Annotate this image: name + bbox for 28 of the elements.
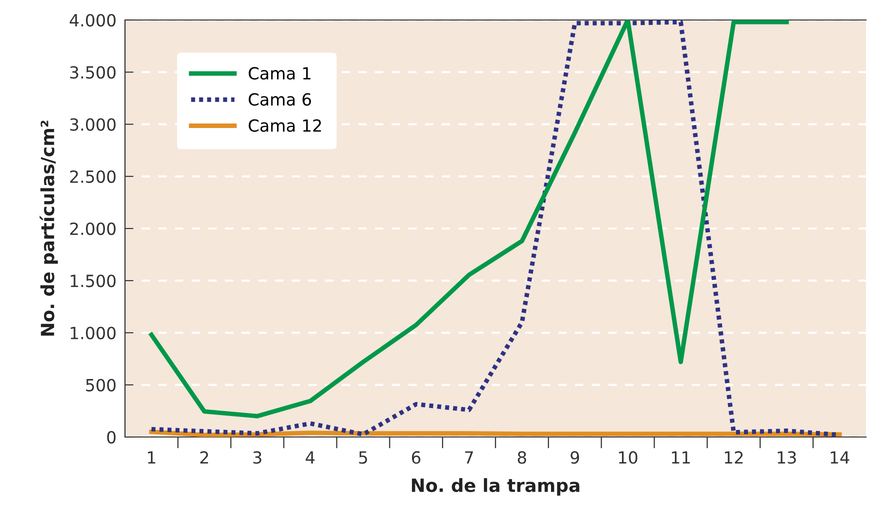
x-axis-title: No. de la trampa: [412, 478, 580, 496]
legend-label: Cama 1: [248, 66, 310, 80]
legend-label: Cama 6: [248, 93, 311, 106]
x-tick-label: 5: [359, 451, 368, 464]
y-tick-label: 1.000: [70, 326, 116, 340]
y-tick-label: 0: [107, 430, 116, 444]
x-tick-label: 4: [306, 451, 315, 464]
y-tick-label: 1.500: [70, 274, 116, 288]
y-tick-label: 3.000: [70, 118, 116, 131]
x-tick-label: 9: [570, 451, 580, 464]
x-tick-label: 6: [412, 451, 420, 464]
y-tick-label: 4.000: [70, 14, 116, 27]
y-tick-label: 2.000: [70, 222, 116, 236]
x-tick-label: 3: [253, 451, 262, 464]
legend-label: Cama 12: [248, 119, 321, 132]
y-tick-label: 500: [86, 378, 116, 392]
y-tick-label: 3.500: [70, 66, 116, 79]
x-tick-label: 11: [672, 451, 690, 464]
y-axis-title: No. de partículas/cm²: [40, 120, 58, 336]
y-tick-label: 2.500: [70, 170, 116, 183]
x-tick-label: 1: [148, 451, 156, 464]
x-tick-label: 10: [619, 451, 638, 464]
x-tick-label: 8: [518, 451, 526, 464]
x-tick-label: 12: [724, 451, 743, 464]
x-tick-label: 7: [465, 451, 473, 464]
x-tick-label: 13: [778, 451, 796, 464]
x-tick-label: 14: [830, 451, 850, 464]
x-tick-label: 2: [200, 451, 208, 464]
